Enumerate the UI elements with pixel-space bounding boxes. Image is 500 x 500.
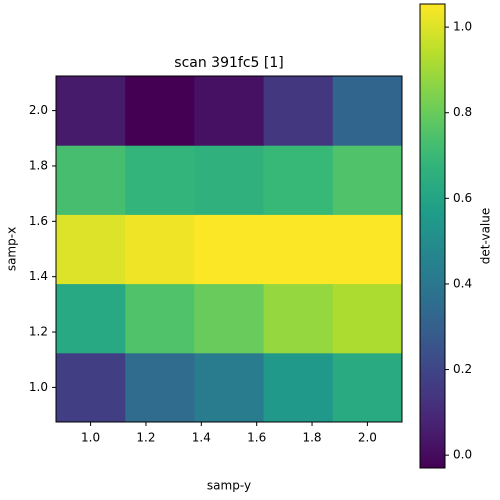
colorbar-tick-label: 0.2 <box>453 362 472 376</box>
chart-title: scan 391fc5 [1] <box>174 55 283 71</box>
x-tick-label: 1.4 <box>192 431 211 445</box>
colorbar-tick-label: 0.8 <box>453 105 472 119</box>
colorbar-tick-label: 0.0 <box>453 448 472 462</box>
x-tick-label: 2.0 <box>358 431 377 445</box>
heatmap-cell <box>332 352 403 423</box>
colorbar-label: det-value <box>479 208 493 265</box>
colorbar <box>419 3 446 469</box>
x-tick-label: 1.0 <box>81 431 100 445</box>
heatmap-cell <box>263 145 334 215</box>
y-axis-label: samp-x <box>5 227 19 271</box>
heatmap-cell <box>332 145 403 215</box>
heatmap-cell <box>125 145 195 215</box>
heatmap-cell <box>56 214 126 285</box>
heatmap-cell <box>194 352 265 423</box>
heatmap-cell <box>56 352 126 423</box>
heatmap-cell <box>332 76 403 146</box>
heatmap-cell <box>332 214 403 285</box>
heatmap-cell <box>263 283 334 354</box>
x-tick-label: 1.6 <box>247 431 266 445</box>
x-axis-label: samp-y <box>207 479 251 493</box>
colorbar-tick-label: 0.6 <box>453 191 472 205</box>
y-tick-label: 2.0 <box>29 103 48 117</box>
heatmap-cell <box>125 214 195 285</box>
heatmap-cell <box>263 76 334 146</box>
heatmap-cell <box>263 352 334 423</box>
heatmap-cell <box>56 145 126 215</box>
heatmap-cell <box>194 145 265 215</box>
x-tick-label: 1.2 <box>136 431 155 445</box>
heatmap-cell <box>194 283 265 354</box>
plot-frame <box>55 75 403 423</box>
heatmap-cell <box>194 214 265 285</box>
y-tick-label: 1.8 <box>29 158 48 172</box>
colorbar-tick-label: 0.4 <box>453 276 472 290</box>
heatmap-cell <box>332 283 403 354</box>
heatmap-cell <box>56 76 126 146</box>
y-tick-label: 1.6 <box>29 214 48 228</box>
y-tick-label: 1.2 <box>29 325 48 339</box>
heatmap-cell <box>125 283 195 354</box>
y-tick-label: 1.4 <box>29 269 48 283</box>
heatmap-cell <box>56 283 126 354</box>
colorbar-tick-label: 1.0 <box>453 20 472 34</box>
heatmap-cell <box>263 214 334 285</box>
heatmap-cell <box>194 76 265 146</box>
heatmap-cell <box>125 76 195 146</box>
x-tick-label: 1.8 <box>302 431 321 445</box>
heatmap-cell <box>125 352 195 423</box>
y-tick-label: 1.0 <box>29 380 48 394</box>
